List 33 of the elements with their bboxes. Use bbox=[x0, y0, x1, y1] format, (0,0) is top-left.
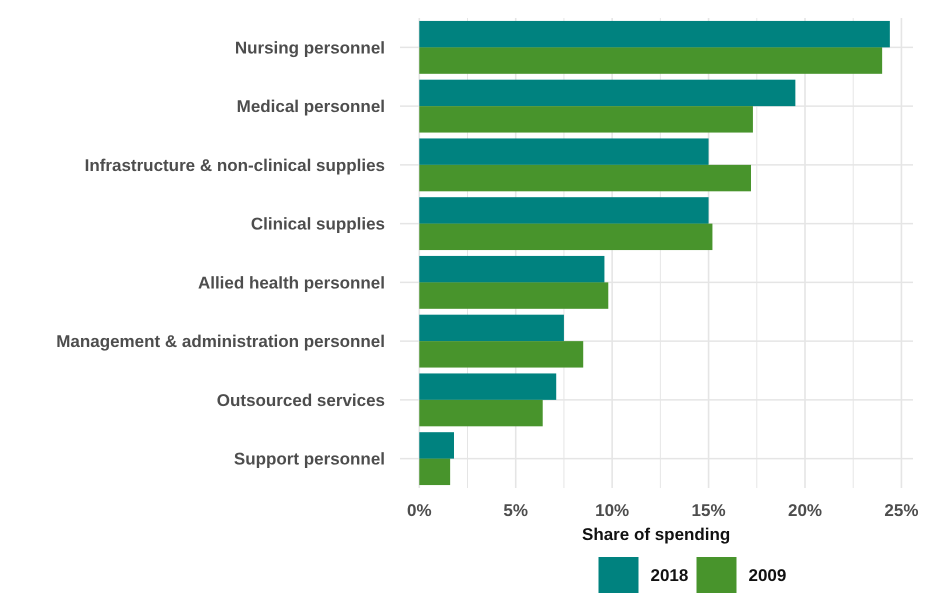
bar bbox=[419, 224, 712, 250]
x-axis-title: Share of spending bbox=[582, 525, 730, 544]
bar bbox=[419, 164, 751, 192]
bar bbox=[419, 314, 564, 342]
bar bbox=[419, 106, 753, 133]
y-tick-label: Medical personnel bbox=[236, 97, 385, 116]
legend-label: 2018 bbox=[650, 566, 688, 585]
y-tick-label: Management & administration personnel bbox=[56, 332, 385, 352]
y-tick-label: Clinical supplies bbox=[250, 214, 385, 234]
bar bbox=[419, 458, 450, 486]
y-tick-label: Nursing personnel bbox=[234, 38, 385, 58]
x-tick-label: 25% bbox=[884, 501, 918, 520]
bar bbox=[419, 20, 890, 48]
bar bbox=[419, 373, 556, 400]
legend-label: 2009 bbox=[748, 566, 786, 585]
bar bbox=[419, 256, 604, 282]
x-tick-label: 0% bbox=[406, 501, 432, 520]
y-tick-label: Infrastructure & non-clinical supplies bbox=[84, 156, 385, 175]
bar bbox=[419, 197, 709, 224]
x-tick-label: 20% bbox=[788, 501, 822, 520]
x-tick-label: 10% bbox=[595, 501, 630, 520]
y-tick-label: Outsourced services bbox=[216, 390, 385, 410]
x-tick-label: 15% bbox=[692, 501, 726, 520]
x-tick-label: 5% bbox=[503, 501, 528, 520]
y-tick-label: Support personnel bbox=[234, 450, 385, 469]
bar bbox=[419, 282, 608, 309]
bar bbox=[419, 400, 543, 426]
bar bbox=[419, 80, 796, 106]
bar bbox=[419, 47, 882, 74]
bar bbox=[419, 432, 454, 459]
bar bbox=[419, 341, 584, 368]
y-tick-label: Allied health personnel bbox=[198, 273, 385, 292]
bar bbox=[419, 138, 709, 165]
